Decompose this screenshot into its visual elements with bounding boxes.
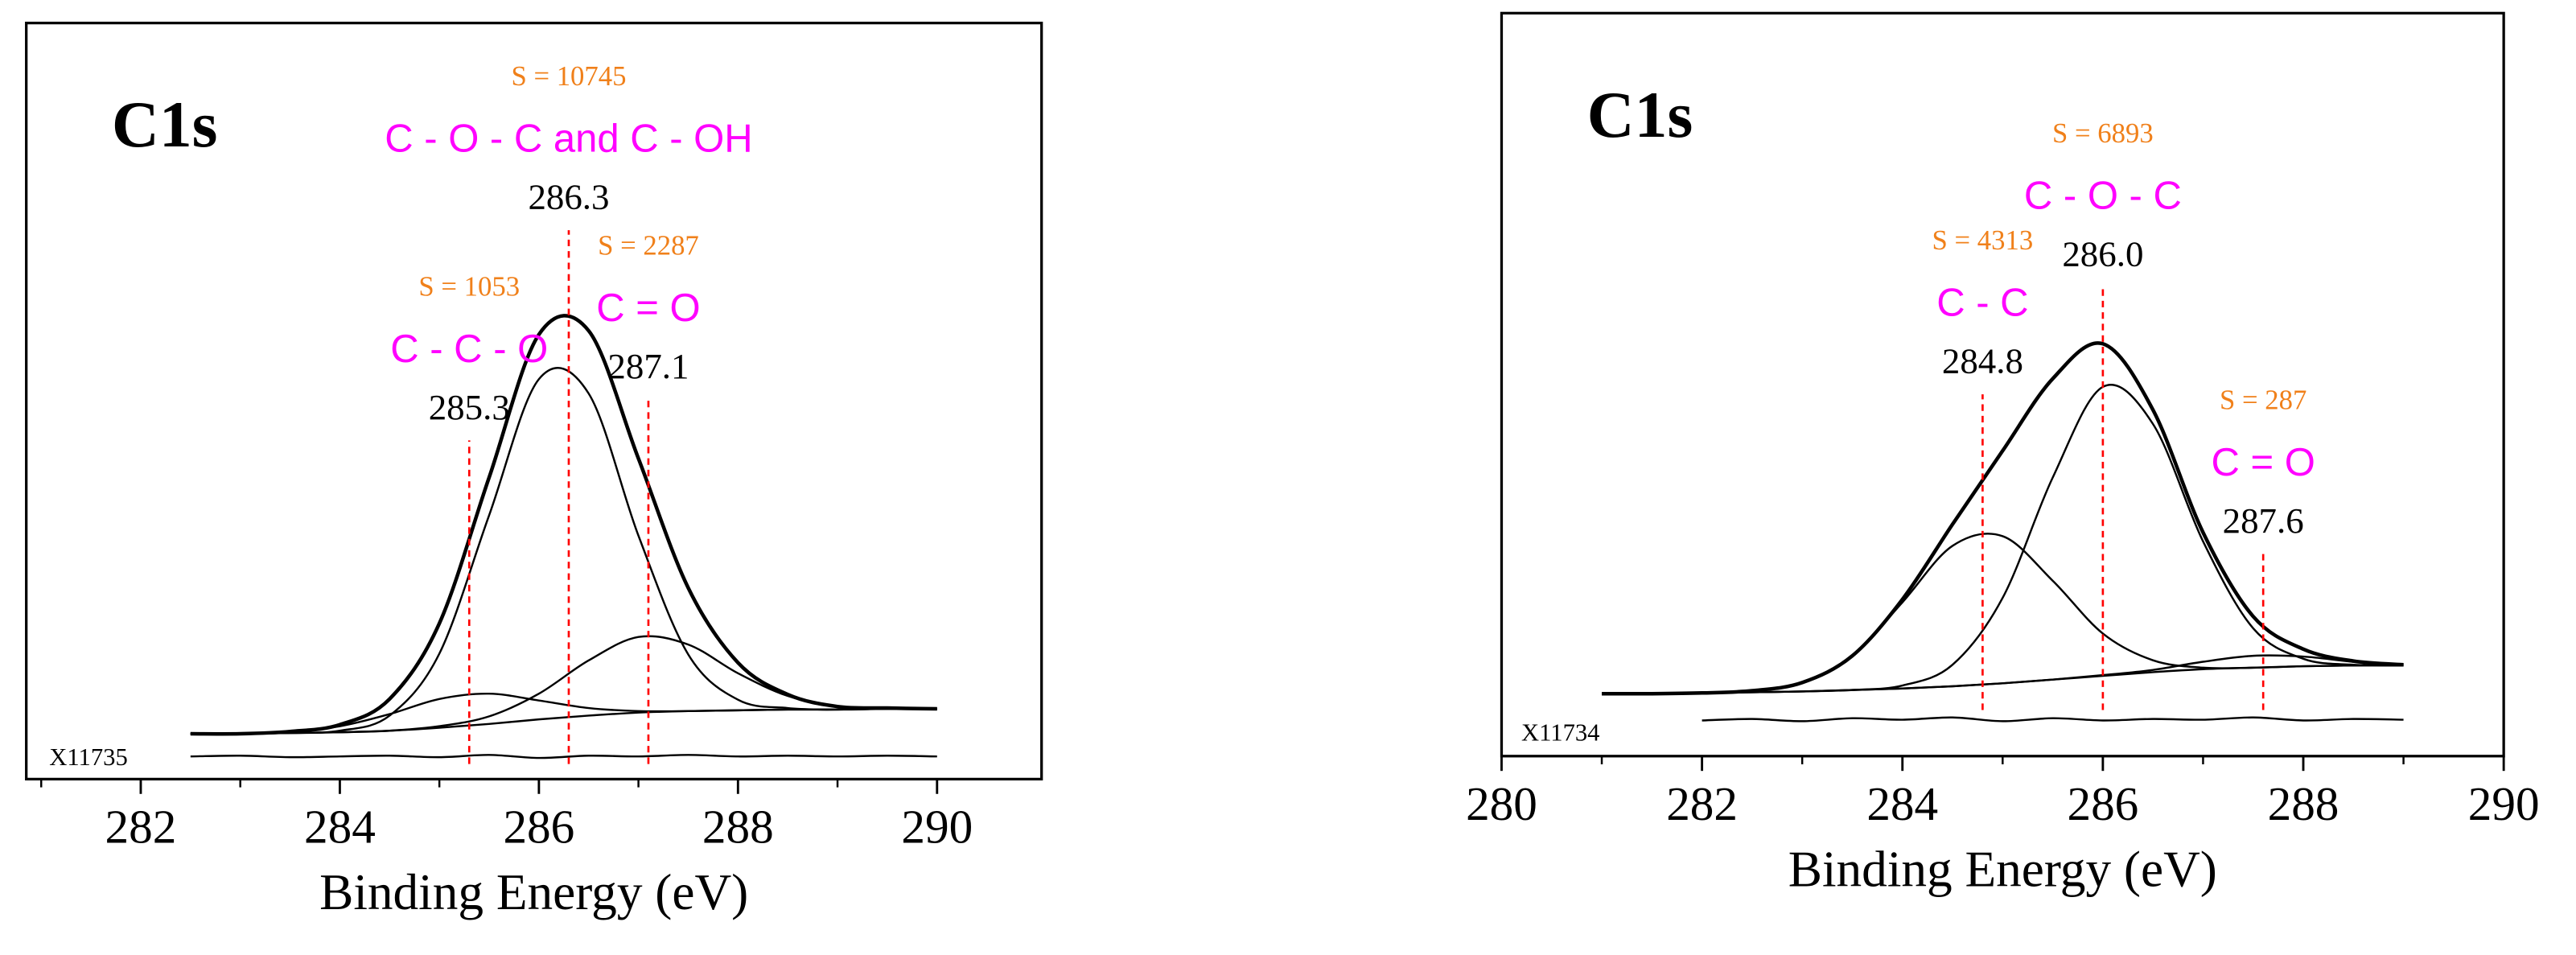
spectrum-curve xyxy=(1602,533,2404,695)
spectrum-curve xyxy=(1602,654,2404,695)
peak-area: S = 10745 xyxy=(511,60,626,92)
peak-position: 284.8 xyxy=(1942,341,2023,381)
panel: 282 284 286 288 290 Binding Energy (eV) C1s X11… xyxy=(25,21,1043,920)
peak-assignment: C - C xyxy=(1936,282,2028,325)
peak-area: S = 1053 xyxy=(418,270,520,302)
x-tick-label: 286 xyxy=(503,800,574,853)
x-tick-label: 288 xyxy=(2268,777,2339,830)
x-tick-label: 280 xyxy=(1466,777,1537,830)
spectrum-curve xyxy=(190,692,937,735)
x-tick-label: 284 xyxy=(304,800,376,853)
x-axis-label: Binding Energy (eV) xyxy=(319,864,748,920)
panel-title: C1s xyxy=(1587,78,1693,151)
x-tick-label: 290 xyxy=(2468,777,2540,830)
peak-position: 287.1 xyxy=(607,346,689,386)
x-tick-label: 282 xyxy=(105,800,177,853)
spectrum-curve xyxy=(190,635,937,735)
x-tick-label: 288 xyxy=(702,800,774,853)
peak-area: S = 4313 xyxy=(1932,224,2034,256)
spectrum-curve xyxy=(1602,664,2404,695)
peak-area: S = 6893 xyxy=(2052,117,2154,149)
panel: 280 282 284 286 288 290 Binding Energy (eV) C1s… xyxy=(1466,11,2540,897)
x-tick-label: 286 xyxy=(2067,777,2138,830)
peak-area: S = 287 xyxy=(2220,385,2306,416)
spectrum-curve xyxy=(1702,716,2404,722)
peak-position: 287.6 xyxy=(2223,500,2304,541)
x-axis-label: Binding Energy (eV) xyxy=(1788,841,2217,897)
x-tick-label: 284 xyxy=(1866,777,1938,830)
x-tick-label: 282 xyxy=(1666,777,1738,830)
panel-title: C1s xyxy=(112,88,218,161)
sample-label: X11735 xyxy=(49,743,128,771)
peak-position: 286.0 xyxy=(2062,234,2143,274)
peak-assignment: C - O - C and C - OH xyxy=(385,117,752,161)
peak-assignment: C = O xyxy=(2212,441,2315,484)
plot-frame xyxy=(25,21,1043,781)
peak-assignment: C = O xyxy=(596,286,700,330)
spectrum-curve xyxy=(190,754,937,759)
peak-assignment: C - C - O xyxy=(390,327,548,371)
sample-label: X11734 xyxy=(1521,718,1600,746)
peak-assignment: C - O - C xyxy=(2024,175,2182,218)
spectrum-curve xyxy=(190,367,937,735)
spectrum-curve xyxy=(190,707,937,735)
peak-position: 286.3 xyxy=(528,177,609,217)
peak-position: 285.3 xyxy=(429,387,510,427)
peak-area: S = 2287 xyxy=(598,230,699,261)
spectrum-curve xyxy=(190,314,937,736)
x-tick-label: 290 xyxy=(901,800,973,853)
